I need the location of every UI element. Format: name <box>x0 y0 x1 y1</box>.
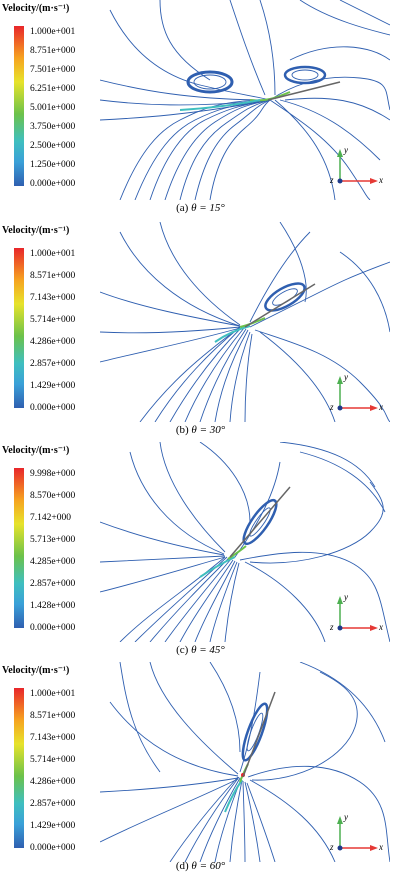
panel-caption: (d) θ = 60° <box>0 860 401 872</box>
axis-label-x: x <box>379 622 383 632</box>
colorbar-tick: 0.000e+000 <box>30 623 76 633</box>
panel-caption: (a) θ = 15° <box>0 202 401 214</box>
colorbar-tick: 3.750e+000 <box>30 122 76 132</box>
colorbar-tick: 5.713e+000 <box>30 535 76 545</box>
colorbar-tick: 8.570e+000 <box>30 491 76 501</box>
panel-caption: (b) θ = 30° <box>0 424 401 436</box>
colorbar-tick: 5.714e+000 <box>30 755 76 765</box>
colorbar-tick: 1.250e+000 <box>30 160 76 170</box>
colorbar-tick: 1.428e+000 <box>30 601 76 611</box>
colorbar-tick: 2.857e+000 <box>30 799 76 809</box>
colorbar-tick: 1.429e+000 <box>30 821 76 831</box>
streamline-plot <box>100 0 390 200</box>
colorbar-title: Velocity/(m·s⁻¹) <box>2 225 70 236</box>
axis-label-y: y <box>344 592 348 602</box>
colorbar <box>14 468 24 628</box>
axis-label-y: y <box>344 372 348 382</box>
colorbar-tick: 8.751e+000 <box>30 46 76 56</box>
colorbar-title: Velocity/(m·s⁻¹) <box>2 665 70 676</box>
panel-a: Velocity/(m·s⁻¹) 1.000e+001 8.751e+000 7… <box>0 0 401 220</box>
colorbar <box>14 248 24 408</box>
colorbar-tick: 7.142+000 <box>30 513 71 523</box>
axis-label-x: x <box>379 402 383 412</box>
caption-angle: θ = 45° <box>191 644 225 656</box>
colorbar-tick: 1.429e+000 <box>30 381 76 391</box>
colorbar-tick: 8.571e+000 <box>30 271 76 281</box>
colorbar-tick: 5.001e+000 <box>30 103 76 113</box>
caption-label: (c) <box>176 644 189 656</box>
coordinate-axes: y x z <box>330 592 385 637</box>
panel-d: Velocity/(m·s⁻¹) 1.000e+001 8.571e+000 7… <box>0 662 401 882</box>
axis-label-z: z <box>330 175 334 185</box>
colorbar-tick: 4.286e+000 <box>30 777 76 787</box>
streamline-plot <box>100 662 390 862</box>
panel-caption: (c) θ = 45° <box>0 644 401 656</box>
caption-label: (a) <box>176 202 189 214</box>
coordinate-axes: y x z <box>330 145 385 190</box>
axis-label-x: x <box>379 175 383 185</box>
colorbar-tick: 4.285e+000 <box>30 557 76 567</box>
panel-c: Velocity/(m·s⁻¹) 9.998e+000 8.570e+000 7… <box>0 442 401 662</box>
colorbar-tick: 8.571e+000 <box>30 711 76 721</box>
colorbar-tick: 9.998e+000 <box>30 469 76 479</box>
colorbar-tick: 0.000e+000 <box>30 843 76 853</box>
colorbar-tick: 0.000e+000 <box>30 179 76 189</box>
colorbar-tick: 0.000e+000 <box>30 403 76 413</box>
colorbar-title: Velocity/(m·s⁻¹) <box>2 445 70 456</box>
streamline-plot <box>100 442 390 642</box>
colorbar-tick: 7.501e+000 <box>30 65 76 75</box>
coordinate-axes: y x z <box>330 372 385 417</box>
streamline-plot <box>100 222 390 422</box>
caption-angle: θ = 60° <box>191 860 226 872</box>
colorbar-tick: 1.000e+001 <box>30 27 76 37</box>
colorbar <box>14 26 24 186</box>
axis-label-z: z <box>330 402 334 412</box>
colorbar-tick: 7.143e+000 <box>30 733 76 743</box>
caption-label: (b) <box>175 424 189 436</box>
colorbar-tick: 5.714e+000 <box>30 315 76 325</box>
colorbar-tick: 4.286e+000 <box>30 337 76 347</box>
axis-label-z: z <box>330 842 334 852</box>
panel-b: Velocity/(m·s⁻¹) 1.000e+001 8.571e+000 7… <box>0 222 401 442</box>
axis-label-y: y <box>344 812 348 822</box>
caption-angle: θ = 30° <box>191 424 226 436</box>
axis-label-x: x <box>379 842 383 852</box>
colorbar-tick: 6.251e+000 <box>30 84 76 94</box>
caption-label: (d) <box>175 860 189 872</box>
colorbar-tick: 2.500e+000 <box>30 141 76 151</box>
colorbar-tick: 7.143e+000 <box>30 293 76 303</box>
axis-label-y: y <box>344 145 348 155</box>
colorbar-tick: 1.000e+001 <box>30 689 76 699</box>
colorbar-tick: 2.857e+000 <box>30 579 76 589</box>
colorbar-tick: 1.000e+001 <box>30 249 76 259</box>
caption-angle: θ = 15° <box>191 202 225 214</box>
colorbar <box>14 688 24 848</box>
colorbar-tick: 2.857e+000 <box>30 359 76 369</box>
colorbar-title: Velocity/(m·s⁻¹) <box>2 3 70 14</box>
coordinate-axes: y x z <box>330 812 385 857</box>
axis-label-z: z <box>330 622 334 632</box>
